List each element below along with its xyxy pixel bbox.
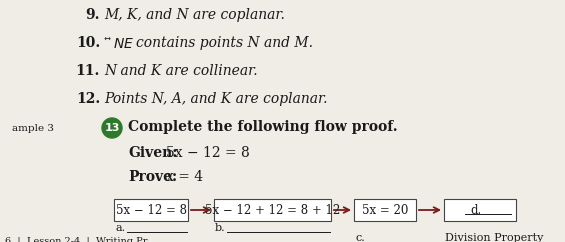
FancyBboxPatch shape xyxy=(354,199,416,221)
Text: contains points N and M.: contains points N and M. xyxy=(136,36,313,50)
Text: 5x − 12 = 8: 5x − 12 = 8 xyxy=(115,204,186,217)
Text: x = 4: x = 4 xyxy=(166,170,203,184)
Text: N and K are collinear.: N and K are collinear. xyxy=(104,64,258,78)
FancyBboxPatch shape xyxy=(214,199,331,221)
Text: Complete the following flow proof.: Complete the following flow proof. xyxy=(128,120,398,134)
Text: 10.: 10. xyxy=(76,36,100,50)
FancyBboxPatch shape xyxy=(444,199,516,221)
Text: a.: a. xyxy=(115,223,125,233)
Text: 13: 13 xyxy=(105,123,120,133)
Text: $\overleftrightarrow{NE}$: $\overleftrightarrow{NE}$ xyxy=(104,36,134,51)
Circle shape xyxy=(102,118,122,138)
Text: 5x = 20: 5x = 20 xyxy=(362,204,408,217)
Text: 5x − 12 = 8: 5x − 12 = 8 xyxy=(166,146,250,160)
Text: Prove:: Prove: xyxy=(128,170,177,184)
Text: M, K, and N are coplanar.: M, K, and N are coplanar. xyxy=(104,8,285,22)
Text: ample 3: ample 3 xyxy=(12,124,54,133)
Text: b.: b. xyxy=(215,223,225,233)
Text: 5x − 12 + 12 = 8 + 12: 5x − 12 + 12 = 8 + 12 xyxy=(205,204,340,217)
Text: Given:: Given: xyxy=(128,146,177,160)
Text: Points N, A, and K are coplanar.: Points N, A, and K are coplanar. xyxy=(104,92,328,106)
Text: 6  |  Lesson 2-4  |  Writing Pr...: 6 | Lesson 2-4 | Writing Pr... xyxy=(5,236,156,242)
Text: d.: d. xyxy=(470,204,481,217)
Text: 12.: 12. xyxy=(76,92,100,106)
Text: c.: c. xyxy=(355,233,365,242)
Text: Division Property: Division Property xyxy=(445,233,544,242)
Text: 11.: 11. xyxy=(76,64,100,78)
Text: 9.: 9. xyxy=(85,8,100,22)
FancyBboxPatch shape xyxy=(114,199,188,221)
